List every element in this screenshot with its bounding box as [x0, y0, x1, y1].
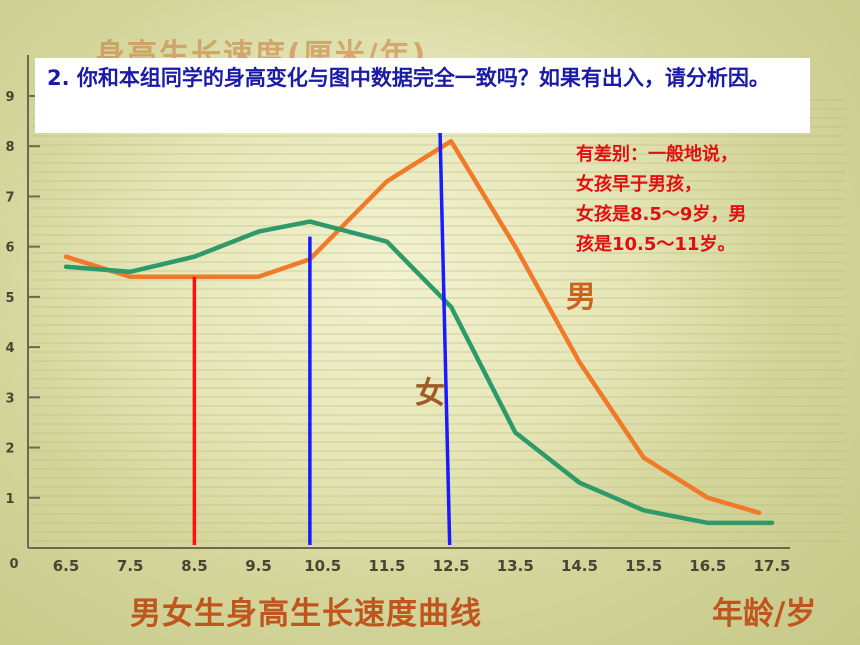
x-axis-unit: 年龄/岁 — [712, 596, 817, 632]
series-line-female — [63, 219, 775, 526]
series-line-male — [63, 138, 762, 516]
answer-line: 女孩是8.5～9岁，男 — [576, 204, 747, 225]
series-layer — [63, 138, 775, 526]
y-tick-label: 0 — [9, 557, 18, 572]
answer-line: 孩是10.5～11岁。 — [576, 234, 736, 255]
x-tick-label: 15.5 — [625, 557, 662, 575]
answer-line: 有差别：一般地说， — [576, 144, 738, 165]
question-text: 2. 你和本组同学的身高变化与图中数据完全一致吗？如果有出入，请分析因。 — [47, 66, 770, 90]
x-tick-label: 7.5 — [117, 557, 144, 575]
x-tick-label: 17.5 — [753, 557, 790, 575]
question-box: 2. 你和本组同学的身高变化与图中数据完全一致吗？如果有出入，请分析因。 — [35, 58, 810, 133]
x-tick-label: 10.5 — [304, 557, 341, 575]
y-tick-label: 5 — [5, 291, 14, 306]
tick-labels: 0 1 2 3 4 5 6 7 8 9 6.5 7.5 8.5 9.5 10.5 11.5 12.5 13.5 14… — [5, 90, 790, 575]
series-label-male: 男 — [566, 280, 596, 315]
x-tick-label: 11.5 — [368, 557, 405, 575]
y-tick-label: 1 — [5, 492, 14, 507]
answer-text: 有差别：一般地说， 女孩早于男孩， 女孩是8.5～9岁，男 孩是10.5～11岁… — [576, 140, 841, 260]
chart-title: 男女生身高生长速度曲线 — [130, 596, 482, 632]
x-tick-label: 16.5 — [689, 557, 726, 575]
x-tick-label: 9.5 — [245, 557, 272, 575]
age-marker-line — [437, 116, 452, 546]
x-tick-label: 13.5 — [497, 557, 534, 575]
y-tick-label: 7 — [5, 190, 14, 205]
y-tick-label: 6 — [5, 241, 14, 256]
chart-axes — [27, 55, 790, 549]
y-tick-label: 2 — [5, 442, 14, 457]
y-tick-label: 4 — [5, 341, 14, 356]
y-tick-label: 3 — [5, 391, 14, 406]
x-tick-label: 14.5 — [561, 557, 598, 575]
series-label-female: 女 — [415, 376, 445, 411]
x-tick-label: 12.5 — [433, 557, 470, 575]
y-tick-label: 9 — [5, 90, 14, 105]
y-tick-label: 8 — [5, 140, 14, 155]
x-tick-label: 6.5 — [53, 557, 80, 575]
chart-grid — [30, 99, 845, 542]
x-tick-label: 8.5 — [181, 557, 208, 575]
markers-layer — [192, 116, 452, 546]
answer-line: 女孩早于男孩， — [576, 174, 702, 195]
